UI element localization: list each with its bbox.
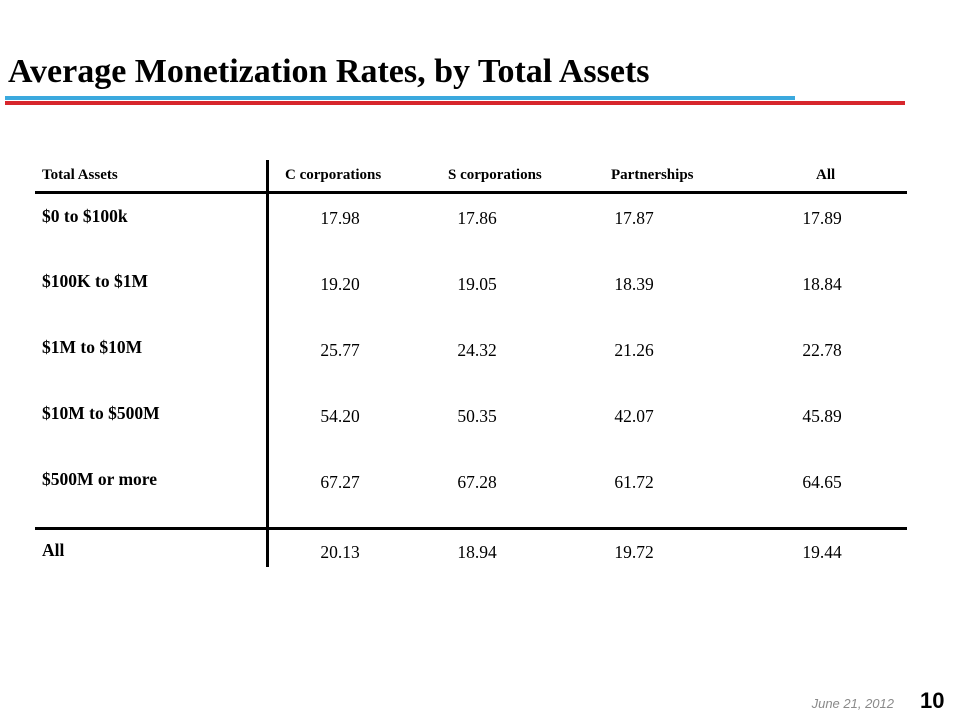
row-label: $10M to $500M: [42, 403, 160, 423]
header-divider: [35, 191, 907, 194]
row-label: $500M or more: [42, 469, 158, 489]
cell-s-corporations: 17.86: [457, 208, 497, 228]
cell-c-corporations: 19.20: [320, 274, 360, 294]
header-s-corporations: S corporations: [448, 167, 542, 183]
header-partnerships: Partnerships: [611, 167, 694, 183]
cell-all: 17.89: [802, 208, 842, 228]
slide-title: Average Monetization Rates, by Total Ass…: [8, 53, 650, 90]
row-label: $100K to $1M: [42, 271, 148, 291]
cell-c-corporations: 67.27: [320, 472, 360, 492]
header-all: All: [816, 167, 836, 183]
cell-all: 64.65: [802, 472, 842, 492]
cell-all: 18.84: [802, 274, 842, 294]
row-label: $1M to $10M: [42, 337, 143, 357]
title-underline-red: [5, 101, 905, 105]
cell-partnerships: 61.72: [614, 472, 654, 492]
title-underline-blue: [5, 96, 795, 100]
cell-partnerships: 21.26: [614, 340, 654, 360]
cell-c-corporations: 20.13: [320, 542, 360, 562]
cell-s-corporations: 24.32: [457, 340, 497, 360]
total-row-divider: [35, 527, 907, 530]
cell-s-corporations: 50.35: [457, 406, 497, 426]
cell-all: 45.89: [802, 406, 842, 426]
table-vertical-divider: [266, 160, 269, 567]
cell-all: 19.44: [802, 542, 842, 562]
header-total-assets: Total Assets: [42, 167, 118, 183]
cell-partnerships: 17.87: [614, 208, 654, 228]
cell-partnerships: 19.72: [614, 542, 654, 562]
cell-partnerships: 42.07: [614, 406, 654, 426]
cell-all: 22.78: [802, 340, 842, 360]
cell-c-corporations: 25.77: [320, 340, 360, 360]
cell-s-corporations: 67.28: [457, 472, 497, 492]
header-c-corporations: C corporations: [285, 167, 382, 183]
cell-s-corporations: 19.05: [457, 274, 497, 294]
cell-s-corporations: 18.94: [457, 542, 497, 562]
cell-c-corporations: 54.20: [320, 406, 360, 426]
cell-partnerships: 18.39: [614, 274, 654, 294]
cell-c-corporations: 17.98: [320, 208, 360, 228]
page-number: 10: [920, 688, 945, 713]
row-label: All: [42, 540, 65, 560]
row-label: $0 to $100k: [42, 206, 128, 226]
footer-date: June 21, 2012: [811, 696, 894, 711]
